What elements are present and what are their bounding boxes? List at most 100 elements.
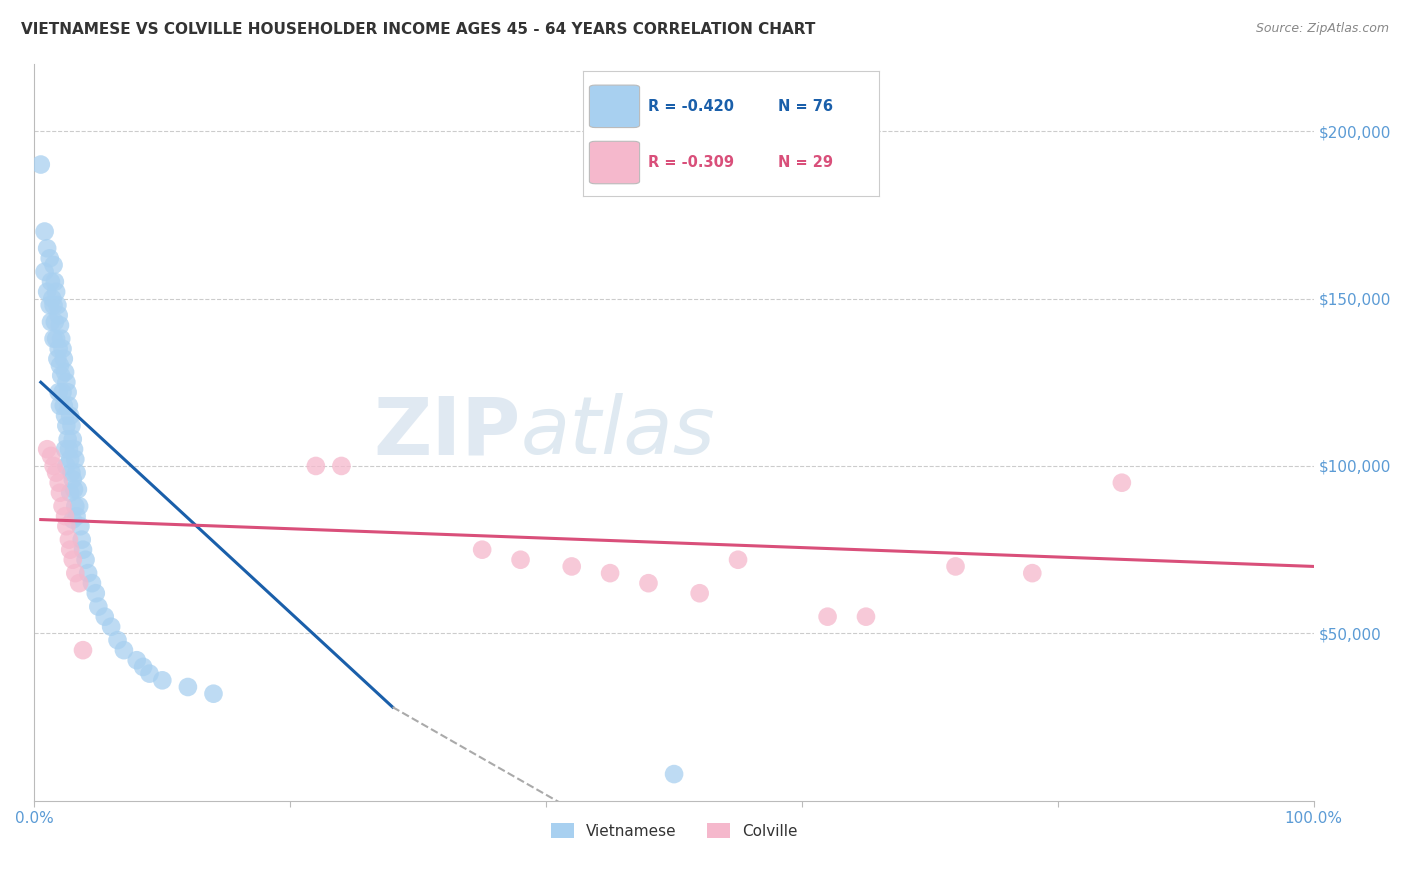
Point xyxy=(70,533,93,547)
Point xyxy=(49,399,72,413)
Point xyxy=(37,442,59,457)
Point xyxy=(662,767,685,781)
Point xyxy=(62,432,84,446)
Point xyxy=(45,285,67,299)
Point xyxy=(62,472,84,486)
Point xyxy=(689,586,711,600)
Point xyxy=(37,241,59,255)
Point xyxy=(42,332,65,346)
Point xyxy=(55,376,77,390)
Point xyxy=(59,485,82,500)
Point xyxy=(67,499,90,513)
Point xyxy=(66,483,89,497)
Point xyxy=(509,553,531,567)
Point xyxy=(48,475,70,490)
Text: R = -0.309: R = -0.309 xyxy=(648,155,734,170)
Point xyxy=(69,519,91,533)
Point xyxy=(39,315,62,329)
Point xyxy=(637,576,659,591)
Point xyxy=(59,542,82,557)
Point xyxy=(177,680,200,694)
Point xyxy=(34,225,56,239)
Point xyxy=(53,442,76,457)
Point xyxy=(53,409,76,423)
Point xyxy=(45,332,67,346)
Text: R = -0.420: R = -0.420 xyxy=(648,99,734,114)
Point xyxy=(65,466,87,480)
Point xyxy=(599,566,621,581)
Point xyxy=(53,509,76,524)
Point xyxy=(87,599,110,614)
Point xyxy=(44,275,66,289)
Point xyxy=(51,499,73,513)
Point xyxy=(67,576,90,591)
Text: VIETNAMESE VS COLVILLE HOUSEHOLDER INCOME AGES 45 - 64 YEARS CORRELATION CHART: VIETNAMESE VS COLVILLE HOUSEHOLDER INCOM… xyxy=(21,22,815,37)
Point xyxy=(46,298,69,312)
Point xyxy=(138,666,160,681)
Point xyxy=(132,660,155,674)
Point xyxy=(37,285,59,299)
Point xyxy=(72,643,94,657)
Point xyxy=(42,298,65,312)
Point xyxy=(51,368,73,383)
Point xyxy=(49,485,72,500)
Point xyxy=(72,542,94,557)
Point xyxy=(48,342,70,356)
Point xyxy=(58,399,80,413)
Point xyxy=(93,609,115,624)
Point xyxy=(63,442,86,457)
Point xyxy=(59,452,82,467)
Point xyxy=(80,576,103,591)
Point xyxy=(202,687,225,701)
Point xyxy=(60,466,83,480)
Point xyxy=(49,318,72,333)
Point xyxy=(55,519,77,533)
Point xyxy=(53,365,76,379)
FancyBboxPatch shape xyxy=(589,85,640,128)
Point xyxy=(34,265,56,279)
Point xyxy=(38,298,60,312)
Point xyxy=(65,566,87,581)
Point xyxy=(855,609,877,624)
Point xyxy=(945,559,967,574)
Point xyxy=(44,315,66,329)
Point xyxy=(561,559,583,574)
Point xyxy=(51,385,73,400)
Point xyxy=(51,342,73,356)
Point xyxy=(330,458,353,473)
Point xyxy=(305,458,328,473)
Point xyxy=(51,332,73,346)
Point xyxy=(75,553,97,567)
Point xyxy=(38,252,60,266)
Point xyxy=(55,458,77,473)
Point xyxy=(107,633,129,648)
Point xyxy=(52,351,75,366)
Point xyxy=(65,452,87,467)
Point xyxy=(46,351,69,366)
Point xyxy=(150,673,173,688)
Point xyxy=(39,275,62,289)
Point xyxy=(56,432,79,446)
Point xyxy=(56,385,79,400)
Point xyxy=(58,442,80,457)
Point xyxy=(471,542,494,557)
Point xyxy=(30,157,52,171)
Point xyxy=(65,499,87,513)
Point xyxy=(112,643,135,657)
Point xyxy=(817,609,839,624)
Point xyxy=(48,385,70,400)
Text: N = 29: N = 29 xyxy=(779,155,834,170)
Point xyxy=(48,308,70,322)
Point xyxy=(41,292,63,306)
Text: N = 76: N = 76 xyxy=(779,99,834,114)
Point xyxy=(1111,475,1133,490)
Point xyxy=(100,620,122,634)
Point xyxy=(125,653,148,667)
Point xyxy=(42,458,65,473)
Point xyxy=(58,533,80,547)
Point xyxy=(60,418,83,433)
Point xyxy=(42,258,65,272)
Point xyxy=(39,449,62,463)
Point xyxy=(62,553,84,567)
Point xyxy=(49,359,72,373)
